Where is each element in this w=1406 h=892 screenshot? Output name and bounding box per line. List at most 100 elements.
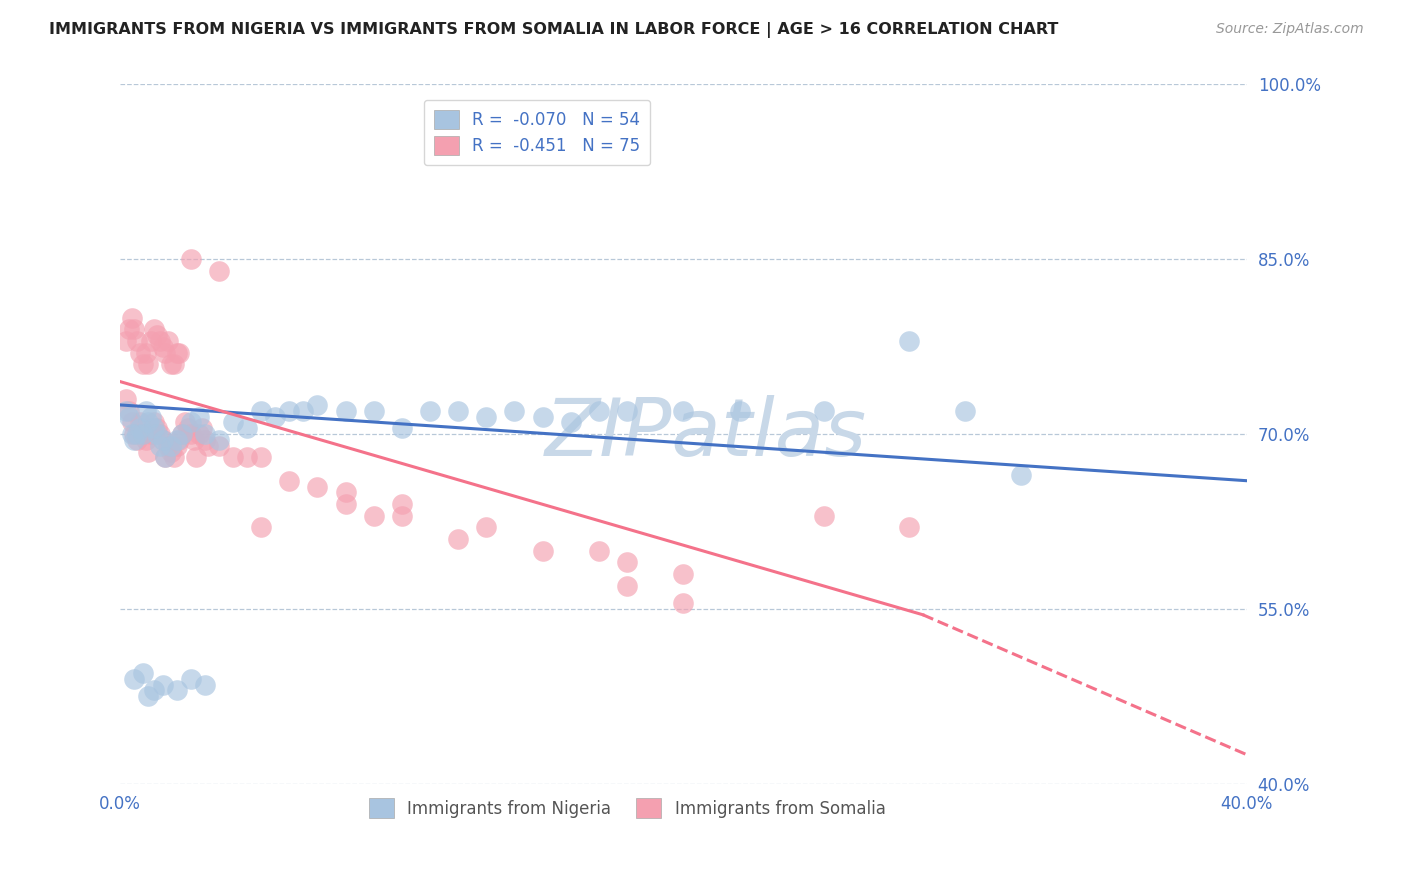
Point	[143, 421, 166, 435]
Point	[672, 596, 695, 610]
Point	[163, 450, 186, 465]
Point	[172, 427, 194, 442]
Point	[236, 450, 259, 465]
Point	[166, 439, 188, 453]
Point	[124, 427, 146, 442]
Point	[121, 310, 143, 325]
Point	[152, 433, 174, 447]
Point	[155, 450, 177, 465]
Text: ZIPatlas: ZIPatlas	[546, 395, 868, 473]
Point	[250, 404, 273, 418]
Point	[208, 439, 231, 453]
Point	[135, 345, 157, 359]
Point	[728, 404, 751, 418]
Point	[419, 404, 441, 418]
Point	[391, 508, 413, 523]
Point	[118, 404, 141, 418]
Point	[335, 485, 357, 500]
Point	[503, 404, 526, 418]
Point	[363, 508, 385, 523]
Point	[813, 508, 835, 523]
Point	[118, 322, 141, 336]
Point	[121, 416, 143, 430]
Point	[141, 334, 163, 348]
Point	[250, 450, 273, 465]
Point	[208, 264, 231, 278]
Point	[129, 416, 152, 430]
Point	[278, 474, 301, 488]
Point	[194, 433, 217, 447]
Point	[166, 345, 188, 359]
Point	[146, 427, 169, 442]
Point	[194, 678, 217, 692]
Point	[1010, 467, 1032, 482]
Point	[363, 404, 385, 418]
Point	[447, 404, 470, 418]
Point	[180, 672, 202, 686]
Point	[616, 404, 638, 418]
Point	[191, 421, 214, 435]
Point	[163, 357, 186, 371]
Point	[115, 334, 138, 348]
Legend: Immigrants from Nigeria, Immigrants from Somalia: Immigrants from Nigeria, Immigrants from…	[363, 792, 891, 824]
Point	[160, 357, 183, 371]
Point	[152, 340, 174, 354]
Point	[157, 439, 180, 453]
Point	[127, 427, 149, 442]
Point	[897, 334, 920, 348]
Point	[475, 409, 498, 424]
Point	[531, 409, 554, 424]
Point	[132, 665, 155, 680]
Point	[292, 404, 315, 418]
Point	[180, 416, 202, 430]
Point	[222, 450, 245, 465]
Point	[138, 357, 160, 371]
Point	[118, 409, 141, 424]
Point	[172, 427, 194, 442]
Point	[264, 409, 287, 424]
Point	[152, 433, 174, 447]
Point	[169, 433, 191, 447]
Point	[138, 690, 160, 704]
Point	[194, 427, 217, 442]
Point	[146, 328, 169, 343]
Point	[174, 416, 197, 430]
Point	[180, 252, 202, 267]
Point	[672, 566, 695, 581]
Point	[146, 421, 169, 435]
Point	[127, 334, 149, 348]
Point	[188, 409, 211, 424]
Point	[135, 404, 157, 418]
Point	[143, 416, 166, 430]
Point	[222, 416, 245, 430]
Point	[813, 404, 835, 418]
Point	[180, 427, 202, 442]
Point	[143, 683, 166, 698]
Point	[149, 427, 172, 442]
Point	[616, 579, 638, 593]
Point	[155, 345, 177, 359]
Point	[132, 427, 155, 442]
Point	[188, 427, 211, 442]
Point	[155, 450, 177, 465]
Point	[208, 433, 231, 447]
Point	[132, 357, 155, 371]
Point	[560, 416, 582, 430]
Point	[115, 404, 138, 418]
Point	[183, 433, 205, 447]
Point	[447, 532, 470, 546]
Point	[166, 433, 188, 447]
Point	[588, 543, 610, 558]
Point	[186, 450, 208, 465]
Point	[143, 322, 166, 336]
Point	[897, 520, 920, 534]
Point	[127, 433, 149, 447]
Text: IMMIGRANTS FROM NIGERIA VS IMMIGRANTS FROM SOMALIA IN LABOR FORCE | AGE > 16 COR: IMMIGRANTS FROM NIGERIA VS IMMIGRANTS FR…	[49, 22, 1059, 38]
Point	[177, 421, 200, 435]
Point	[121, 427, 143, 442]
Point	[129, 345, 152, 359]
Point	[531, 543, 554, 558]
Point	[953, 404, 976, 418]
Point	[135, 433, 157, 447]
Point	[391, 421, 413, 435]
